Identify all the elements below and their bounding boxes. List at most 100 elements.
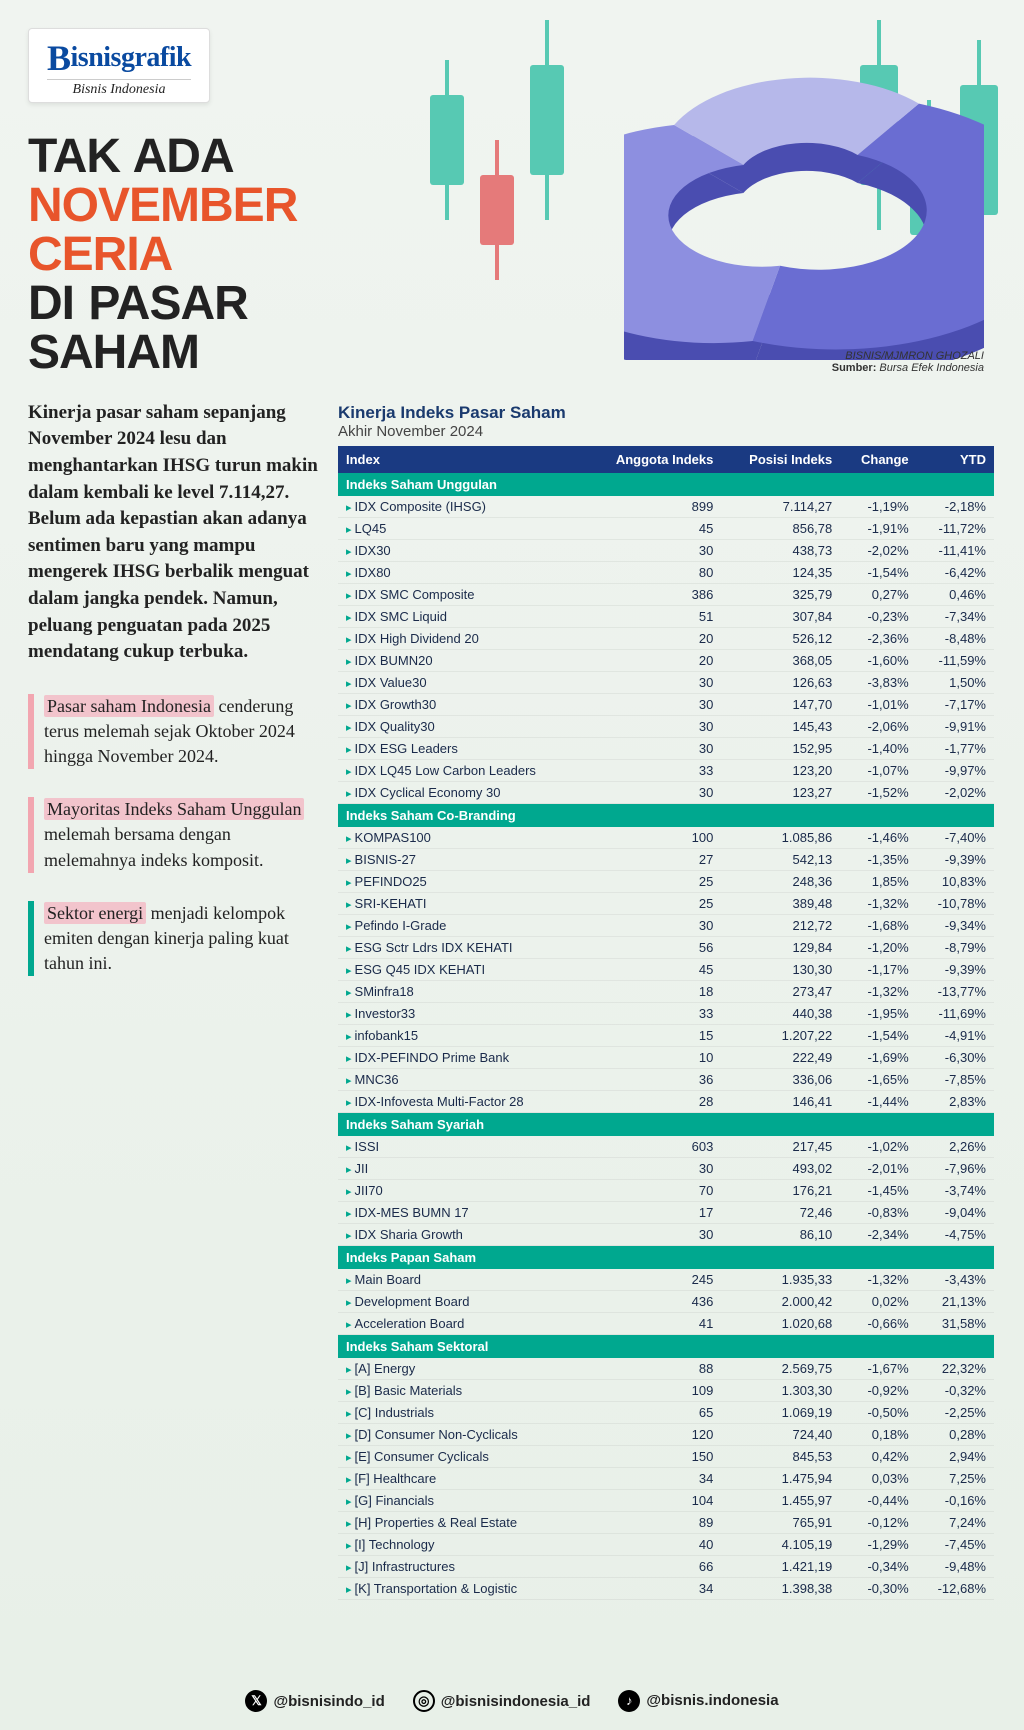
table-cell: 10 [585,1047,721,1069]
table-cell: -1,19% [840,496,916,518]
table-cell: -1,69% [840,1047,916,1069]
table-cell: -8,79% [917,937,994,959]
table-cell: -6,42% [917,562,994,584]
table-row: [I] Technology404.105,19-1,29%-7,45% [338,1534,994,1556]
table-cell: -2,06% [840,716,916,738]
table-cell: Investor33 [338,1003,585,1025]
table-cell: -1,02% [840,1136,916,1158]
table-cell: [I] Technology [338,1534,585,1556]
table-cell: 80 [585,562,721,584]
table-row: IDX3030438,73-2,02%-11,41% [338,540,994,562]
table-cell: -1,40% [840,738,916,760]
table-cell: 1.935,33 [721,1269,840,1291]
table-cell: -1,07% [840,760,916,782]
table-cell: -7,17% [917,694,994,716]
table-row: IDX Sharia Growth3086,10-2,34%-4,75% [338,1224,994,1246]
social-item[interactable]: 𝕏 @bisnisindo_id [245,1690,384,1712]
table-cell: -1,77% [917,738,994,760]
table-cell: 856,78 [721,518,840,540]
table-cell: LQ45 [338,518,585,540]
table-cell: 1.475,94 [721,1468,840,1490]
table-cell: [K] Transportation & Logistic [338,1578,585,1600]
social-item[interactable]: ♪@bisnis.indonesia [618,1690,778,1712]
table-cell: 30 [585,672,721,694]
lede-paragraph: Kinerja pasar saham sepanjang November 2… [28,400,318,666]
table-cell: [F] Healthcare [338,1468,585,1490]
table-cell: 245 [585,1269,721,1291]
bullet-highlight: Mayoritas Indeks Saham Unggulan [44,798,304,820]
table-cell: 1.398,38 [721,1578,840,1600]
table-cell: 212,72 [721,915,840,937]
table-cell: -7,96% [917,1158,994,1180]
table-cell: 1,85% [840,871,916,893]
table-row: IDX Growth3030147,70-1,01%-7,17% [338,694,994,716]
table-cell: -0,12% [840,1512,916,1534]
table-cell: -11,59% [917,650,994,672]
table-cell: -1,95% [840,1003,916,1025]
table-cell: 66 [585,1556,721,1578]
table-cell: 7.114,27 [721,496,840,518]
table-row: IDX LQ45 Low Carbon Leaders33123,20-1,07… [338,760,994,782]
table-cell: -9,97% [917,760,994,782]
table-cell: 0,42% [840,1446,916,1468]
table-cell: -6,30% [917,1047,994,1069]
table-cell: -2,25% [917,1402,994,1424]
table-cell: 389,48 [721,893,840,915]
table-cell: 22,32% [917,1358,994,1380]
table-cell: 124,35 [721,562,840,584]
table-cell: 123,20 [721,760,840,782]
table-cell: -1,32% [840,1269,916,1291]
table-row: ISSI603217,45-1,02%2,26% [338,1136,994,1158]
table-cell: -1,65% [840,1069,916,1091]
table-cell: 4.105,19 [721,1534,840,1556]
table-row: IDX SMC Liquid51307,84-0,23%-7,34% [338,606,994,628]
table-cell: 104 [585,1490,721,1512]
table-cell: [G] Financials [338,1490,585,1512]
table-cell: 86,10 [721,1224,840,1246]
table-cell: -0,66% [840,1313,916,1335]
table-cell: -9,91% [917,716,994,738]
table-cell: 899 [585,496,721,518]
table-cell: 2.569,75 [721,1358,840,1380]
table-row: IDX SMC Composite386325,790,27%0,46% [338,584,994,606]
social-item[interactable]: ◎@bisnisindonesia_id [413,1690,591,1712]
table-row: ESG Q45 IDX KEHATI45130,30-1,17%-9,39% [338,959,994,981]
table-cell: IDX80 [338,562,585,584]
table-cell: 150 [585,1446,721,1468]
table-cell: IDX30 [338,540,585,562]
x-icon: 𝕏 [245,1690,267,1712]
table-cell: 89 [585,1512,721,1534]
table-cell: 1.085,86 [721,827,840,849]
table-cell: 386 [585,584,721,606]
table-cell: [D] Consumer Non-Cyclicals [338,1424,585,1446]
table-cell: -0,50% [840,1402,916,1424]
table-cell: 542,13 [721,849,840,871]
table-cell: KOMPAS100 [338,827,585,849]
table-cell: [C] Industrials [338,1402,585,1424]
table-cell: 146,41 [721,1091,840,1113]
table-cell: -0,23% [840,606,916,628]
table-cell: 15 [585,1025,721,1047]
table-cell: ESG Q45 IDX KEHATI [338,959,585,981]
table-cell: infobank15 [338,1025,585,1047]
table-cell: 51 [585,606,721,628]
table-cell: IDX Growth30 [338,694,585,716]
table-body: Indeks Saham UnggulanIDX Composite (IHSG… [338,473,994,1600]
table-cell: Main Board [338,1269,585,1291]
social-handle: @bisnisindo_id [273,1693,384,1710]
table-cell: -9,34% [917,915,994,937]
bullet-highlight: Pasar saham Indonesia [44,695,214,717]
table-cell: 129,84 [721,937,840,959]
table-cell: -2,34% [840,1224,916,1246]
table-cell: 526,12 [721,628,840,650]
table-cell: 25 [585,871,721,893]
table-row: IDX ESG Leaders30152,95-1,40%-1,77% [338,738,994,760]
table-cell: -1,46% [840,827,916,849]
table-cell: 368,05 [721,650,840,672]
table-cell: -7,40% [917,827,994,849]
table-row: IDX-PEFINDO Prime Bank10222,49-1,69%-6,3… [338,1047,994,1069]
table-cell: -7,34% [917,606,994,628]
table-cell: 1.069,19 [721,1402,840,1424]
table-cell: [B] Basic Materials [338,1380,585,1402]
left-column: TAK ADA NOVEMBER CERIA DI PASAR SAHAM Ki… [28,103,338,1600]
